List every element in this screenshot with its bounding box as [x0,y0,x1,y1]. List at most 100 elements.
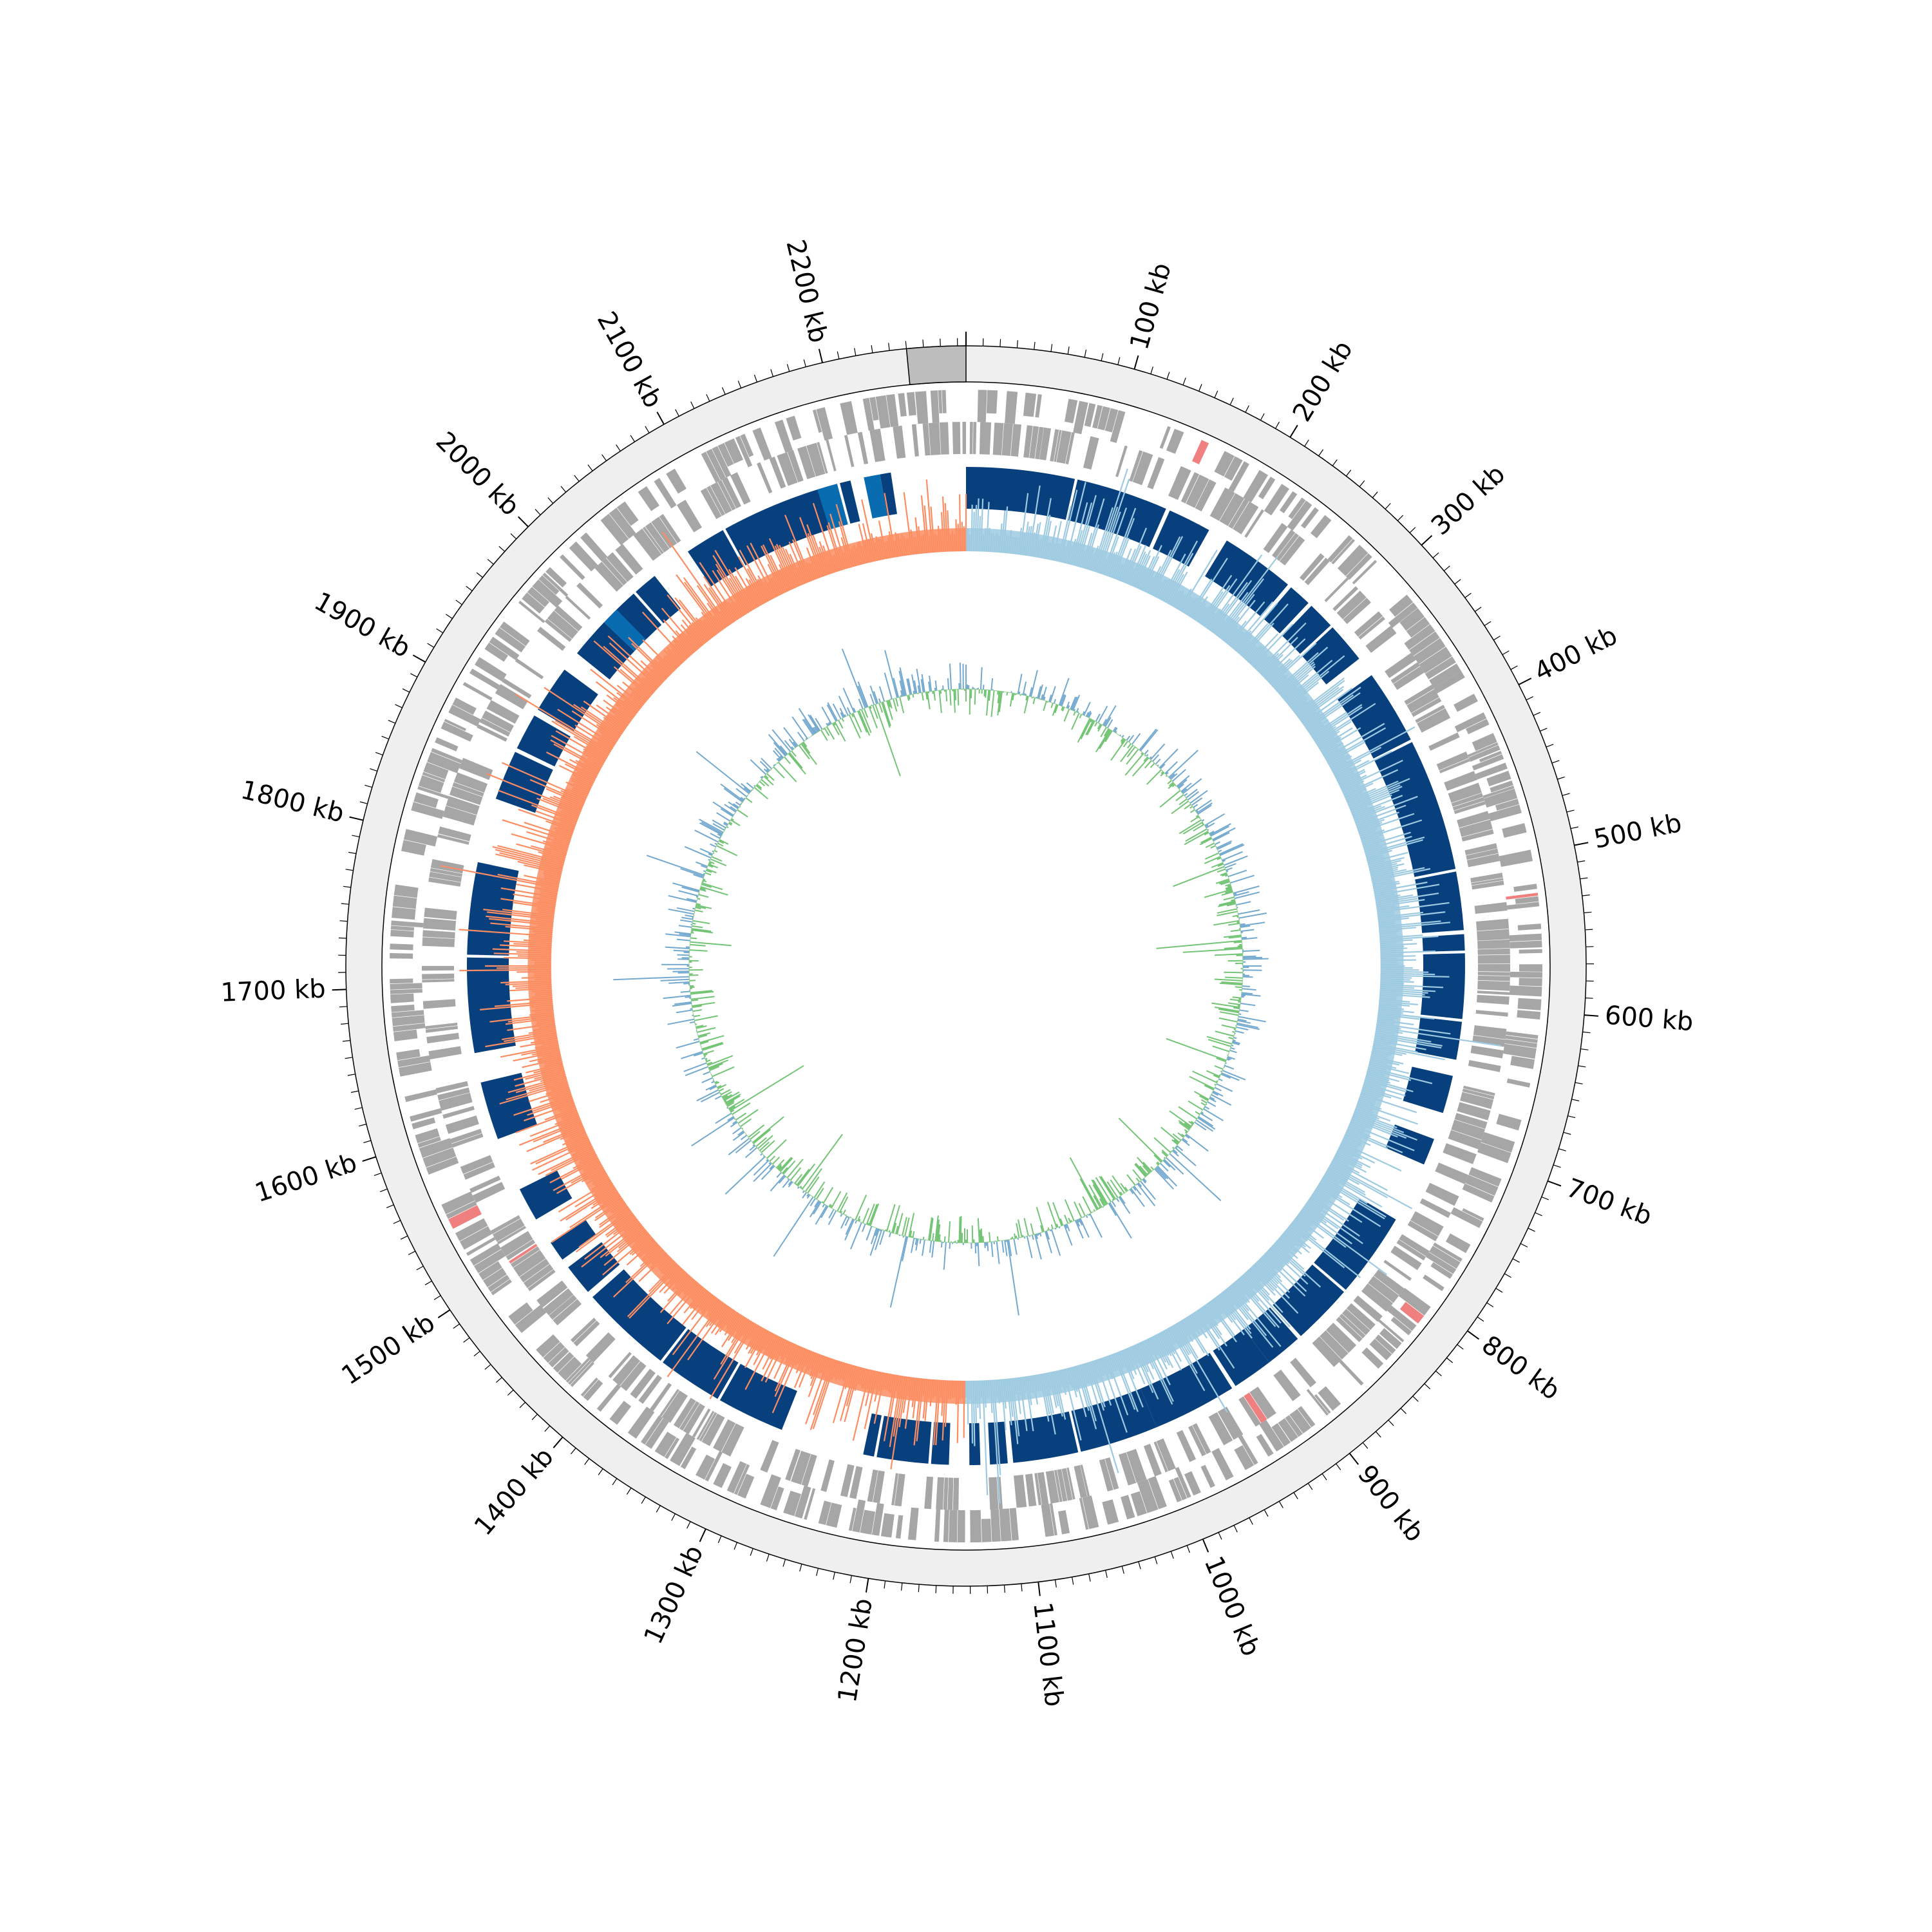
gene-feature [1259,1419,1284,1452]
gene-feature [875,395,891,429]
minor-tick [1117,357,1121,365]
homology-block [1422,934,1465,952]
gene-feature [869,397,879,421]
minor-tick [544,1425,551,1432]
gene-feature [417,1136,441,1148]
homology-block [538,669,598,732]
gene-feature [390,978,413,984]
outer-band-inner-edge [381,381,1551,1551]
gene-feature [410,1108,442,1122]
gene-feature [1506,902,1540,910]
gene-feature [609,1401,632,1425]
gene-feature [437,834,469,845]
gene-feature [1471,878,1504,886]
gene-feature [1407,1220,1439,1242]
minor-tick [395,704,402,708]
gene-feature [544,618,572,642]
homology-block-light [613,609,646,643]
gene-feature [1278,1418,1298,1442]
gene-feature [475,657,507,682]
minor-tick [1493,636,1501,641]
gene-feature [943,1510,949,1542]
tick-label: 800 kb [1476,1330,1565,1406]
gene-feature [585,1332,616,1363]
gene-feature [769,457,786,489]
tick-label: 500 kb [1591,808,1684,855]
gene-feature [1361,1347,1384,1369]
gene-feature [401,840,426,856]
minor-tick [498,545,506,552]
minor-tick [1575,1082,1583,1084]
gene-feature [560,554,585,580]
gene-feature [1477,948,1510,955]
minor-tick [453,1323,460,1329]
gene-feature [571,1318,596,1343]
gene-feature [1217,1406,1244,1440]
minor-tick [1182,377,1186,386]
gene-feature [1475,762,1508,780]
gene-feature [435,737,459,752]
gene-feature [600,513,629,545]
gene-feature [1477,980,1510,991]
gene-feature [466,1236,496,1256]
homology-block [592,1269,687,1361]
gene-feature [1454,801,1486,814]
gene-feature [1208,1412,1233,1446]
gene-feature [425,1026,458,1033]
minor-tick [645,426,650,433]
minor-tick [519,1401,526,1408]
gene-feature [462,682,493,701]
minor-tick [630,435,636,442]
gene-feature [1361,1283,1394,1312]
gene-feature [1389,594,1414,617]
gene-feature [448,1205,482,1229]
gene-feature [491,1279,512,1296]
gene-feature [1474,902,1508,914]
major-tick [699,1528,706,1542]
homology-block [1415,1017,1463,1060]
gene-feature [895,1515,904,1539]
gene-feature [886,393,899,428]
gene-feature [423,762,449,780]
minor-tick [1264,1510,1269,1517]
gene-feature [453,772,488,793]
minor-tick [1186,1545,1190,1553]
minor-tick [1585,998,1593,999]
minor-tick [1584,911,1592,913]
gene-feature [651,516,677,549]
gene-feature [943,1477,949,1510]
major-tick [1574,842,1589,846]
gene-feature [1327,535,1353,563]
gene-feature [981,1519,992,1542]
minor-tick [347,1074,355,1076]
gene-feature [1448,1130,1482,1150]
minor-tick [345,1057,353,1059]
gene-feature [1110,410,1126,443]
gene-feature [1468,1060,1501,1072]
minor-tick [612,1478,618,1486]
gene-feature [1054,430,1062,462]
gene-feature [1058,1510,1070,1535]
minor-tick [466,585,473,591]
gene-feature [1399,608,1425,631]
homology-block [495,752,553,813]
minor-tick [1245,405,1249,413]
gene-feature [1271,1423,1291,1447]
gene-feature [1436,752,1469,771]
minor-tick [717,1535,722,1544]
gene-feature [1175,1466,1191,1499]
gene-feature [1463,1085,1495,1096]
gene-feature [1336,591,1367,620]
gene-feature [484,642,508,662]
gene-feature [1082,1495,1099,1530]
gene-feature [1176,1430,1197,1463]
minor-tick [849,1575,852,1584]
gene-feature [1415,705,1445,723]
gene-feature [1209,488,1235,521]
gene-feature [583,1379,603,1401]
minor-tick [1385,503,1391,509]
gene-feature [451,1133,484,1148]
gc-content-baseline [688,688,1244,1244]
gene-feature [992,422,1004,455]
minor-tick [393,1220,401,1224]
